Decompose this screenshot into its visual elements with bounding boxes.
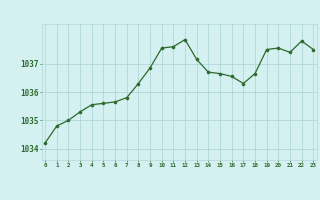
Text: Graphe pression niveau de la mer (hPa): Graphe pression niveau de la mer (hPa) (41, 185, 279, 195)
